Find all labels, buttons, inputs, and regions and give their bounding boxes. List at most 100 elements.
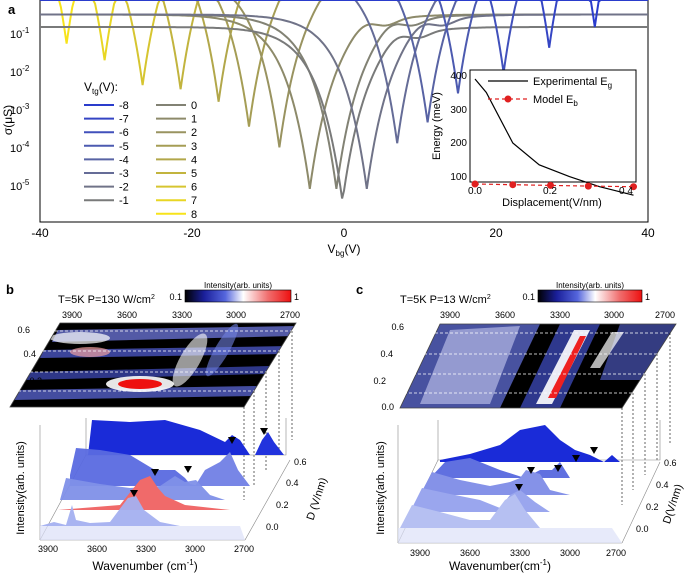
panel-c-letter: c: [356, 282, 363, 297]
panel-c-xtick-2: 3600: [460, 548, 480, 558]
panel-b-colorbar-min: 0.1: [169, 292, 182, 302]
experimental-eg-line: [474, 78, 634, 196]
ytick-5: 10-5: [10, 178, 30, 193]
xtick-4: 20: [489, 226, 503, 240]
panel-c-spectrum-d06: [440, 425, 620, 462]
panel-c-peak-markers: [515, 447, 598, 491]
conductance-curve-vtg-6: [40, 0, 648, 86]
panel-c-dtick-1: 0.6: [664, 458, 677, 468]
inset-xtick-3: 0.4: [619, 186, 633, 197]
svg-text:10-4: 10-4: [10, 140, 30, 155]
peak-marker: [228, 437, 236, 444]
panel-b-dtick-4: 0.0: [266, 522, 279, 532]
inset-legend-marker-eb: [504, 95, 512, 103]
panel-b-top-xtick-4: 3000: [226, 310, 246, 320]
inset-legend-eg: Experimental Eg: [533, 76, 612, 90]
inset-xticks: 0.0 0.2 0.4: [468, 186, 633, 197]
panel-b-xtick-2: 3600: [87, 544, 107, 554]
panel-c-top-xtick-1: 3900: [440, 310, 460, 320]
panel-c-top-ytick-1: 0.6: [391, 322, 404, 332]
panel-a-frame: [39, 0, 649, 223]
peak-marker: [260, 428, 268, 435]
panel-b-top-ytick-1: 0.6: [17, 325, 30, 335]
model-eb-point: [630, 183, 637, 191]
panel-a: a 10-1 10-2 10-3 10-4 10-5 σ(μS) -40 -20…: [1, 0, 655, 258]
peak-marker: [515, 484, 523, 491]
inset-ytick-4: 100: [450, 172, 467, 183]
ytick-3: 10-3: [10, 102, 30, 117]
peak-marker: [130, 490, 138, 497]
legend-label: 1: [191, 114, 197, 126]
inset-ytick-1: 400: [450, 71, 467, 82]
panel-c-colorbar-min: 0.1: [522, 292, 535, 302]
panel-b-d-label: D (V/nm): [305, 476, 330, 522]
panel-a-ylabel: σ(μS): [1, 105, 15, 135]
inset-ylabel: Energy (meV): [431, 92, 443, 160]
panel-c-d-ticks: 0.6 0.4 0.2 0.0: [636, 458, 677, 534]
peak-marker: [527, 467, 535, 474]
panel-b-top-xtick-5: 2700: [280, 310, 300, 320]
inset-xlabel: Displacement(V/nm): [502, 197, 602, 209]
panel-c-top-xtick-2: 3600: [495, 310, 515, 320]
panel-b-spectrum-d05: [70, 448, 200, 486]
ytick-4: 10-4: [10, 140, 30, 155]
panel-c-xtick-3: 3300: [510, 548, 530, 558]
panel-b-colorbar: [184, 289, 292, 303]
panel-b-top-ytick-3: 0.2: [29, 376, 42, 386]
conductance-curve-vtg--6: [40, 0, 648, 73]
panel-b-ylabel: Intensity(arb. units): [15, 441, 27, 535]
xtick-2: -20: [183, 226, 201, 240]
panel-c: c T=5K P=13 W/cm2 Intensity(arb. units) …: [356, 281, 685, 573]
model-eb-point: [584, 182, 592, 190]
inset-frame: [469, 69, 637, 183]
panel-b-top-xticks: 3900 3600 3300 3000 2700: [62, 310, 300, 320]
xtick-3: 0: [341, 226, 348, 240]
model-eb-point: [471, 180, 479, 188]
panel-b-top-ytick-2: 0.4: [23, 349, 36, 359]
panel-b-spectrum-base: [40, 526, 245, 540]
panel-b-xtick-4: 3000: [185, 544, 205, 554]
conductance-curve-vtg--7: [40, 0, 648, 48]
panel-a-yticks: 10-1 10-2 10-3 10-4 10-5: [10, 26, 30, 193]
panel-c-top-xtick-3: 3300: [550, 310, 570, 320]
inset-xtick-2: 0.2: [543, 186, 557, 197]
legend-label: -8: [119, 100, 129, 112]
panel-c-top-ytick-3: 0.2: [373, 376, 386, 386]
panel-c-xtick-1: 3900: [410, 548, 430, 558]
panel-a-letter: a: [8, 2, 16, 17]
conductance-curve-vtg-7: [40, 0, 648, 61]
panel-a-xticks: -40 -20 0 20 40: [31, 226, 655, 240]
peak-marker: [590, 447, 598, 454]
panel-c-heatmap: [400, 324, 676, 408]
ytick-2: 10-2: [10, 64, 30, 79]
legend-title: Vtg(V):: [84, 80, 118, 96]
legend-label: -5: [119, 141, 129, 153]
peak-marker: [572, 455, 580, 462]
panel-b-spectrum-d06-peak: [255, 432, 284, 455]
panel-c-dtick-2: 0.4: [656, 480, 669, 490]
panel-b-xtick-1: 3900: [38, 544, 58, 554]
legend-label: 7: [191, 195, 197, 207]
panel-b-xticks: 3900 3600 3300 3000 2700: [38, 544, 254, 554]
conductance-curve-vtg--2: [40, 13, 648, 189]
legend-label: 2: [191, 127, 197, 139]
panel-b-dtick-1: 0.6: [294, 457, 307, 467]
legend-negative-vtg: -8 -7-6 -5-4 -3 -2-1: [84, 100, 129, 207]
panel-c-top-xtick-5: 2700: [655, 310, 675, 320]
legend-label: 8: [191, 209, 197, 221]
inset-yticks: 400 300 200 100: [450, 71, 467, 183]
panel-b-top-xtick-1: 3900: [62, 310, 82, 320]
legend-positive-vtg: 0 12 34 5 67 8: [156, 100, 197, 221]
inset-ytick-3: 200: [450, 138, 467, 149]
panel-c-condition: T=5K P=13 W/cm2: [400, 294, 491, 306]
panel-b-xlabel: Wavenumber (cm-1): [92, 558, 197, 573]
panel-c-colorbar-max: 1: [645, 292, 650, 302]
legend-label: -3: [119, 168, 129, 180]
panel-b-dtick-3: 0.2: [276, 500, 289, 510]
legend-label: 4: [191, 154, 197, 166]
panel-b-xtick-3: 3300: [136, 544, 156, 554]
peak-marker: [184, 466, 192, 473]
panel-b-colorbar-label: Intensity(arb. units): [204, 281, 272, 290]
panel-b-dtick-2: 0.4: [286, 478, 299, 488]
